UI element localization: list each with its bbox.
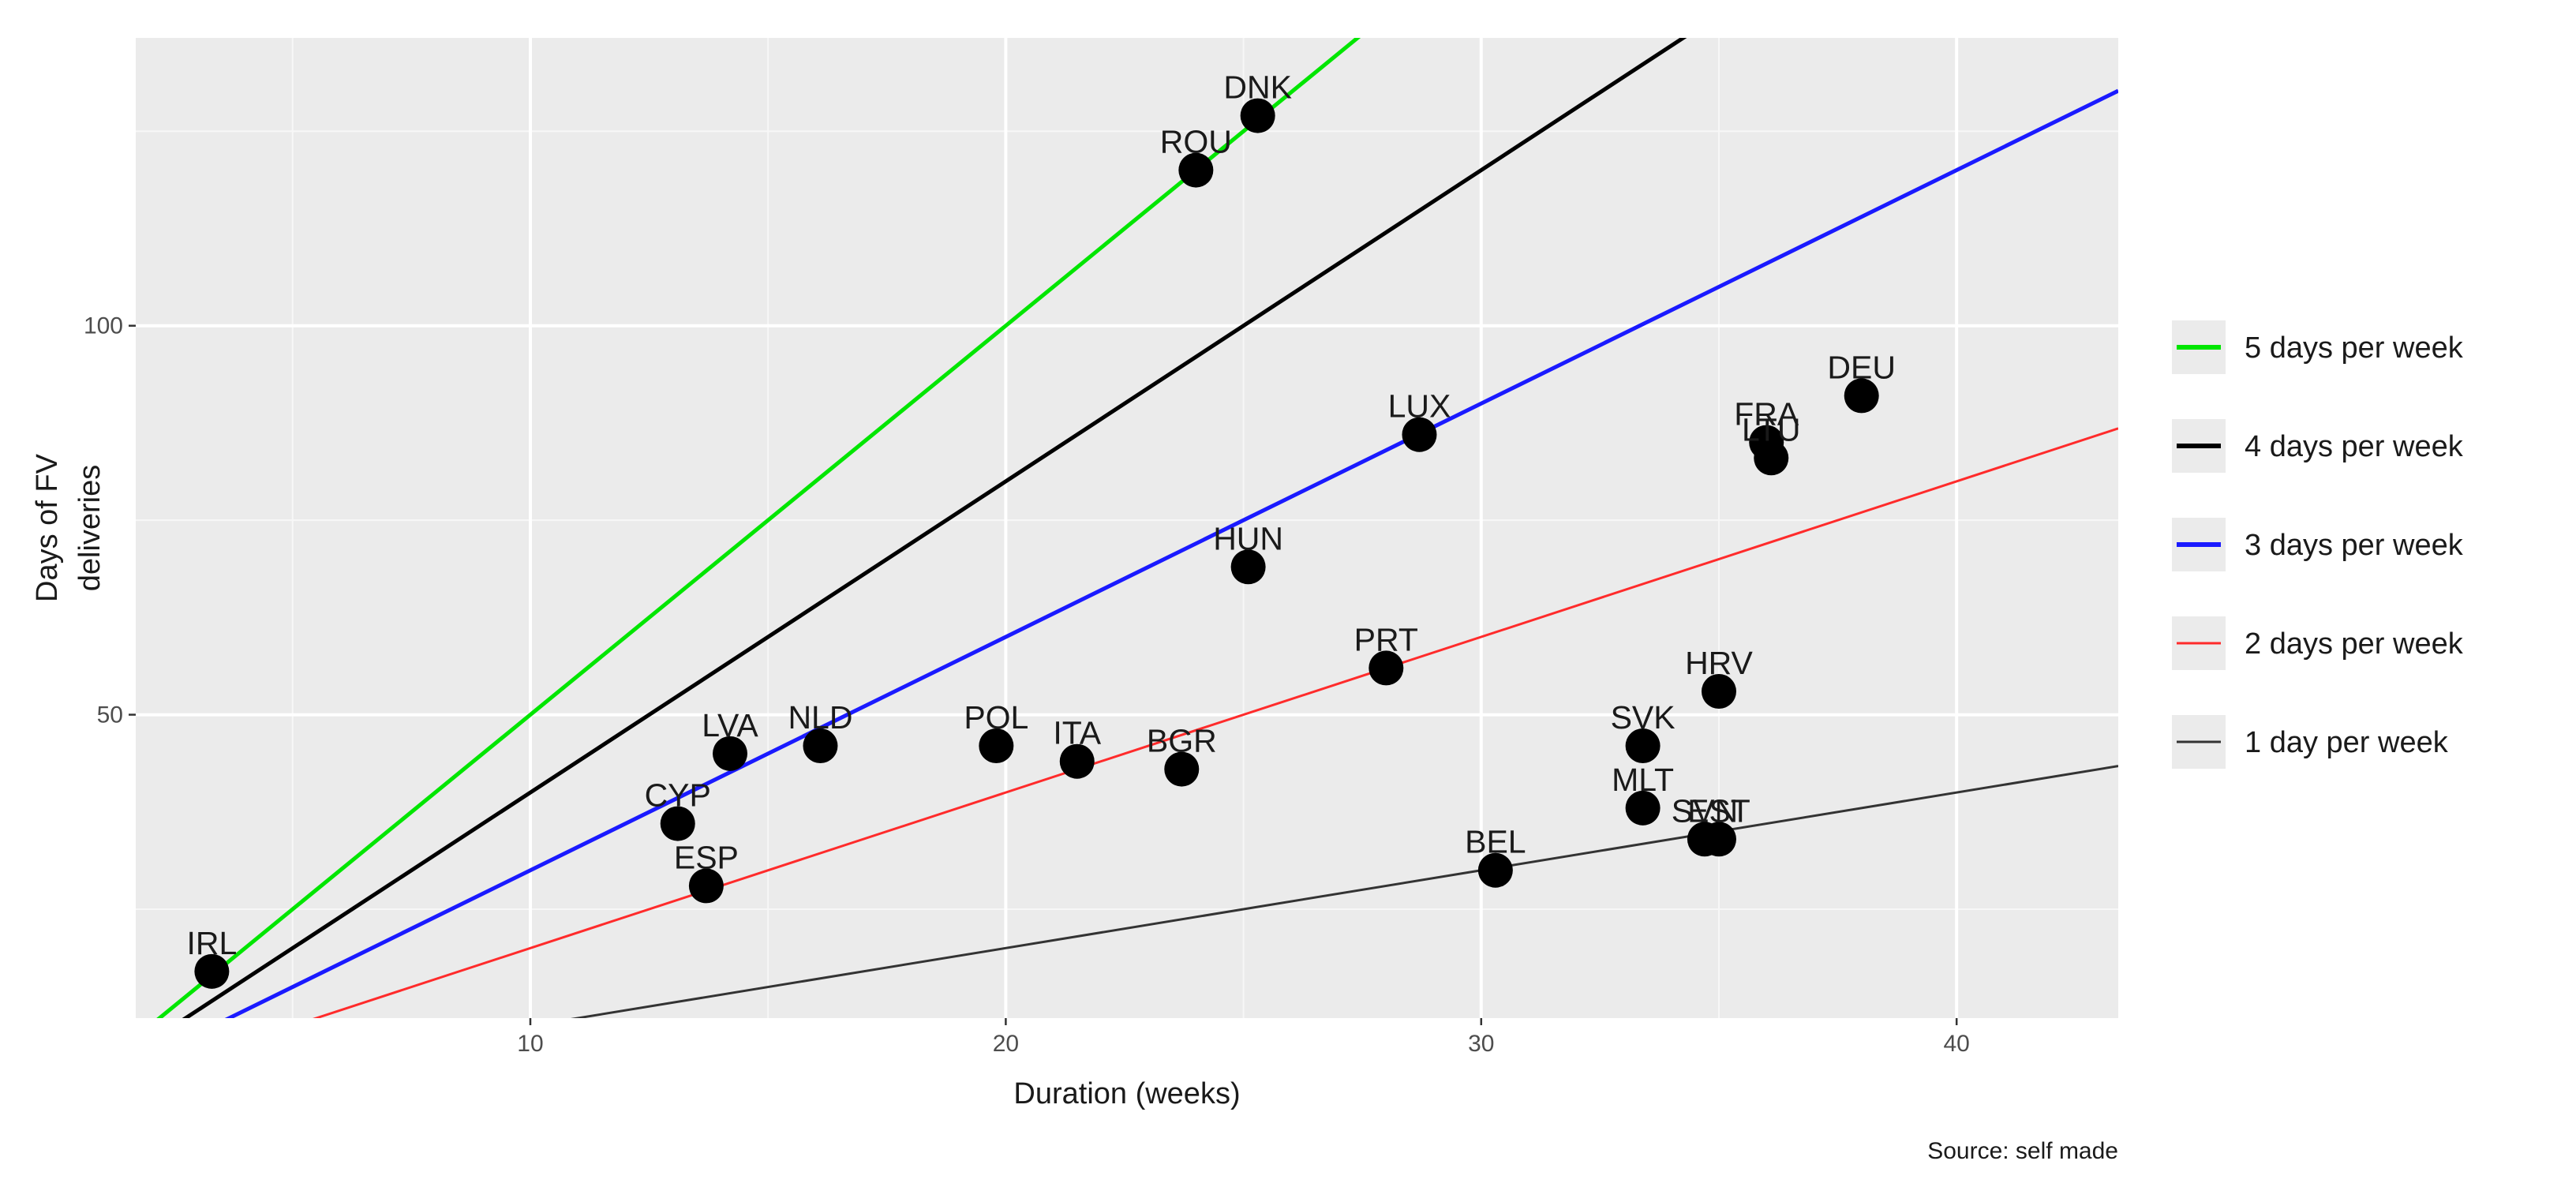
major-grid [136,38,2118,1018]
legend-label: 1 day per week [2245,726,2449,759]
x-tick-label: 20 [993,1031,1019,1057]
data-label-irl: IRL [186,925,237,961]
reference-lines [156,38,2118,1018]
data-label-est: EST [1687,792,1750,829]
data-point-cyp [660,806,695,841]
data-label-pol: POL [964,699,1028,736]
data-point-mlt [1625,790,1661,826]
data-label-dnk: DNK [1223,69,1292,106]
axes: 10 20 30 40 50 100 [84,313,1970,1057]
data-point-esp [688,868,724,904]
data-point-lva [712,736,747,771]
data-label-prt: PRT [1354,621,1418,657]
data-label-lva: LVA [702,707,758,743]
data-points [194,98,1879,989]
data-point-dnk [1240,98,1275,133]
x-axis-title: Duration (weeks) [1013,1077,1240,1110]
data-point-deu [1844,378,1879,414]
caption: Source: self made [1927,1138,2118,1164]
data-point-bgr [1164,751,1200,787]
legend: 5 days per week 4 days per week 3 days per… [2172,320,2464,769]
data-point-hun [1230,549,1266,585]
legend-label: 5 days per week [2245,331,2464,365]
data-point-pol [979,728,1014,763]
ref-line-5-days [156,38,1361,1018]
data-label-svk: SVK [1611,699,1676,736]
data-label-deu: DEU [1827,349,1896,385]
data-point-prt [1368,650,1404,686]
data-label-ltu: LTU [1742,411,1800,447]
minor-grid [136,38,2118,1018]
data-label-ita: ITA [1053,715,1101,751]
ref-line-3-days [224,88,2118,1018]
data-point-hrv [1701,674,1736,709]
data-point-svk [1625,728,1661,763]
data-label-hrv: HRV [1685,645,1753,681]
data-point-est [1701,822,1736,857]
data-label-svn: SVN [1672,792,1738,829]
data-label-mlt: MLT [1612,762,1674,798]
x-tick-label: 10 [517,1031,543,1057]
y-axis-title-line-1: Days of FV [31,453,64,602]
data-point-bel [1477,852,1513,888]
data-label-fra: FRA [1734,396,1799,432]
data-point-ita [1059,743,1095,779]
data-label-rou: ROU [1160,124,1232,160]
data-point-ltu [1754,440,1789,476]
x-tick-label: 30 [1468,1031,1494,1057]
y-tick-label: 100 [84,313,123,339]
data-label-nld: NLD [788,699,852,736]
data-point-nld [803,728,838,763]
ref-line-2-days [313,427,2118,1018]
data-label-lux: LUX [1388,388,1451,425]
legend-label: 4 days per week [2245,430,2464,463]
ref-line-1-days [570,765,2118,1018]
y-tick-label: 50 [97,702,123,728]
data-point-rou [1178,152,1214,188]
legend-label: 3 days per week [2245,529,2464,562]
ref-line-4-days [182,38,1687,1018]
plot-panel [136,38,2118,1018]
data-label-hun: HUN [1213,520,1283,556]
x-tick-label: 40 [1943,1031,1969,1057]
data-point-lux [1402,417,1437,452]
data-label-cyp: CYP [645,777,711,814]
data-label-esp: ESP [674,839,739,875]
data-label-bel: BEL [1465,824,1526,860]
y-axis-title-line-2: deliveries [73,465,107,592]
data-point-irl [194,953,230,989]
data-label-bgr: BGR [1147,723,1217,759]
legend-label: 2 days per week [2245,627,2464,661]
